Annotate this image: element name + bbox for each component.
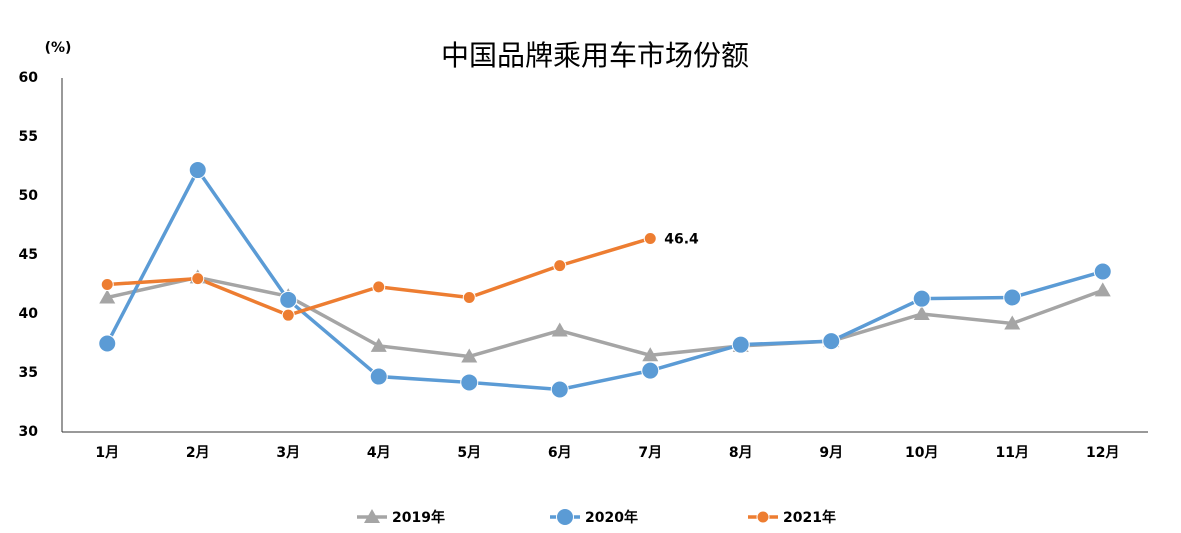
series-line (106, 275, 1104, 359)
point (553, 259, 567, 273)
point (641, 361, 660, 380)
legend-label: 2019年 (392, 509, 445, 526)
x-tick-label: 1月 (95, 445, 119, 461)
point (822, 332, 841, 351)
y-tick-label: 35 (19, 365, 38, 381)
y-unit: (%) (45, 40, 72, 56)
legend-marker (364, 509, 380, 523)
point (369, 367, 388, 386)
point (550, 380, 569, 399)
x-tick-label: 4月 (367, 445, 391, 461)
point (372, 280, 386, 294)
x-tick-label: 11月 (996, 445, 1029, 461)
point (913, 306, 930, 320)
point (99, 289, 116, 304)
point (551, 322, 568, 337)
x-tick-label: 6月 (548, 445, 572, 461)
x-tick-label: 12月 (1086, 445, 1119, 461)
chart-title: 中国品牌乘用车市场份额 (441, 39, 749, 72)
legend-marker (756, 510, 770, 524)
point (188, 161, 207, 180)
x-tick-label: 10月 (905, 445, 938, 461)
legend-label: 2020年 (585, 509, 638, 526)
point (460, 373, 479, 392)
x-tick-label: 2月 (186, 445, 210, 461)
x-tick-label: 5月 (457, 445, 481, 461)
y-tick-label: 40 (19, 306, 39, 322)
series-line (107, 236, 651, 317)
y-tick-label: 30 (19, 424, 39, 440)
x-tick-label: 3月 (276, 445, 300, 461)
legend-marker (556, 508, 574, 526)
y-tick-label: 45 (19, 247, 38, 263)
point (279, 290, 298, 309)
point (643, 231, 657, 245)
y-tick-label: 50 (19, 188, 39, 204)
point (912, 289, 931, 308)
point (370, 337, 387, 352)
point (98, 334, 117, 353)
point (642, 347, 659, 362)
y-tick-label: 55 (19, 129, 38, 145)
point (191, 272, 205, 286)
point (100, 278, 114, 291)
point (1093, 262, 1112, 281)
x-tick-label: 7月 (638, 445, 662, 461)
point (461, 348, 478, 363)
legend-label: 2021年 (783, 509, 836, 526)
point (731, 335, 750, 354)
y-tick-label: 60 (19, 70, 39, 86)
point (281, 308, 295, 322)
point (462, 290, 476, 304)
series-line (105, 168, 1104, 392)
data-label: 46.4 (664, 231, 699, 247)
point (1004, 315, 1021, 330)
point (1003, 288, 1022, 307)
x-tick-label: 9月 (819, 445, 843, 461)
x-tick-label: 8月 (729, 445, 753, 461)
point (1094, 282, 1111, 297)
